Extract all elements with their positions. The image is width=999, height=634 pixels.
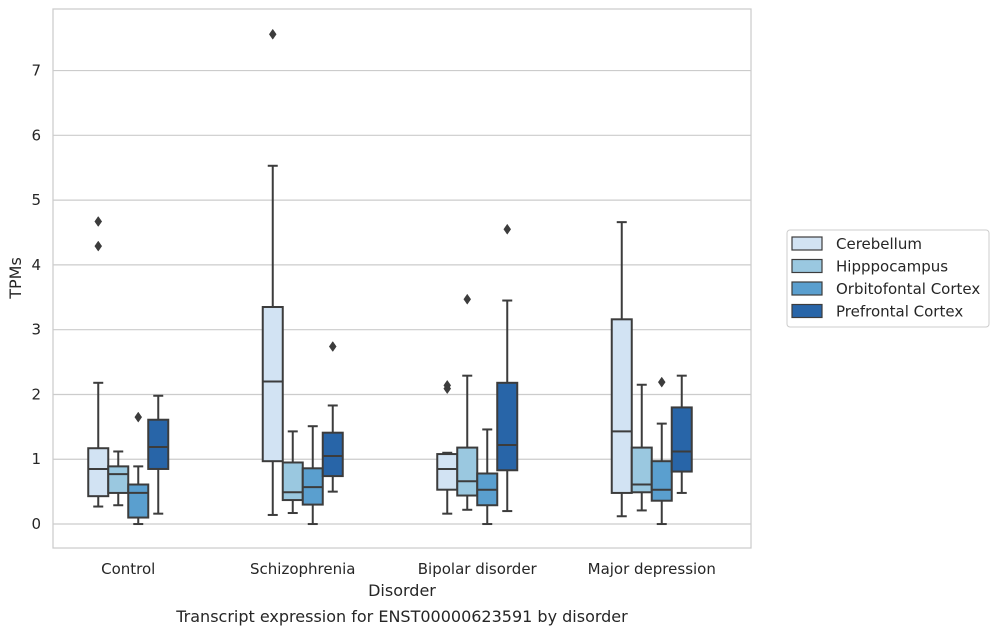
y-tick-label: 7 [31,62,41,80]
x-tick-label: Control [101,560,155,578]
box-orbitofontal-cortex-bipolar-disorder [476,428,499,526]
x-tick-label: Bipolar disorder [418,560,538,578]
y-tick-label: 4 [31,256,41,274]
x-tick-label: Schizophrenia [250,560,355,578]
outlier-point [503,223,512,235]
legend-swatch [791,303,823,319]
box-iqr [650,460,673,502]
y-axis-ticks: 0 1 2 3 4 5 6 7 [31,62,41,533]
x-axis-title: Disorder [368,581,436,600]
legend-swatch [791,281,823,296]
y-tick-label: 5 [31,191,41,209]
box-iqr [670,406,693,473]
box-iqr [261,306,284,463]
legend-label: Prefrontal Cortex [836,303,963,321]
box-iqr [496,381,519,472]
outlier-point [443,383,452,395]
y-axis-title: TPMs [6,257,25,300]
box-iqr [147,418,170,470]
box-prefrontal-cortex-major-depression [670,374,693,494]
outlier-point [268,28,277,40]
box-prefrontal-cortex-bipolar-disorder [496,223,519,513]
outlier-point [328,341,337,352]
box-iqr [610,318,633,494]
box-orbitofontal-cortex-schizophrenia [301,425,324,526]
x-axis-ticks: Control Schizophrenia Bipolar disorder Majo… [101,560,716,578]
box-cerebellum-control [87,216,110,508]
outlier-point [657,376,666,388]
box-iqr [456,446,479,497]
box-prefrontal-cortex-schizophrenia [321,341,344,493]
box-hipppocampus-schizophrenia [281,430,304,515]
box-cerebellum-major-depression [610,221,633,518]
y-tick-label: 6 [31,126,41,144]
outlier-point [134,411,143,423]
box-orbitofontal-cortex-major-depression [650,376,673,526]
chart-caption: Transcript expression for ENST0000062359… [175,607,628,626]
y-tick-label: 0 [31,515,41,533]
outlier-point [94,216,103,227]
box-iqr [281,461,304,502]
legend-swatch [791,236,823,251]
box-plots [87,28,693,526]
outlier-point [463,293,472,305]
legend-frame [786,229,990,328]
y-tick-label: 1 [31,450,41,468]
box-cerebellum-bipolar-disorder [436,379,459,515]
outlier-point [94,240,103,252]
box-hipppocampus-control [107,450,130,507]
legend-label: Hipppocampus [836,258,948,276]
box-iqr [436,453,459,491]
box-iqr [127,483,150,519]
x-tick-label: Major depression [588,560,716,578]
box-iqr [321,431,344,478]
legend-label: Orbitofontal Cortex [836,280,980,298]
legend: Cerebellum Hipppocampus Orbitofontal Corte… [786,229,990,328]
y-tick-label: 3 [31,321,41,339]
box-iqr [630,446,653,494]
box-hipppocampus-bipolar-disorder [456,293,479,511]
legend-swatch [791,258,823,274]
box-iqr [87,447,110,498]
box-prefrontal-cortex-control [147,394,170,515]
legend-label: Cerebellum [836,235,922,253]
box-orbitofontal-cortex-control [127,411,150,526]
y-tick-label: 2 [31,385,41,403]
box-cerebellum-schizophrenia [261,28,284,516]
box-iqr [107,465,130,494]
